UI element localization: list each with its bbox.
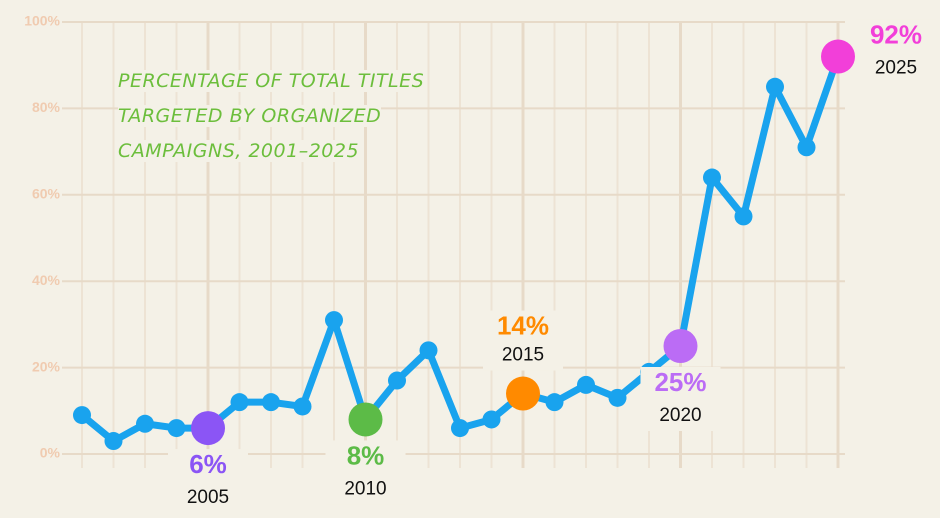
y-tick-label: 80% — [32, 99, 61, 115]
highlight-point — [348, 402, 383, 437]
x-tick-label: 2020 — [659, 405, 701, 426]
value-label: 8% — [347, 440, 385, 470]
point — [167, 419, 186, 438]
y-tick-label: 60% — [32, 186, 61, 202]
highlight-point — [663, 329, 698, 363]
value-label: 92% — [870, 19, 922, 49]
highlight-point — [506, 376, 540, 411]
point — [608, 388, 627, 407]
point — [262, 393, 280, 412]
chart-title-box: PERCENTAGE OF TOTAL TITLES TARGETED BY O… — [118, 64, 478, 169]
point — [388, 371, 406, 390]
y-tick-label: 20% — [32, 358, 61, 374]
point — [797, 138, 816, 157]
point — [577, 375, 595, 394]
point — [766, 77, 784, 96]
x-tick-label: 2025 — [875, 58, 917, 79]
point — [734, 207, 753, 226]
label-background — [325, 440, 406, 505]
x-tick-label: 2015 — [502, 345, 544, 366]
point — [136, 414, 154, 433]
label-background — [856, 19, 936, 84]
label-background — [483, 310, 563, 371]
point — [419, 341, 438, 360]
value-label: 6% — [189, 449, 227, 479]
label-background — [640, 367, 721, 431]
y-tick-label: 40% — [32, 272, 61, 288]
value-label: 14% — [497, 310, 549, 340]
value-label: 25% — [654, 367, 706, 397]
point — [703, 168, 721, 187]
y-tick-label: 0% — [40, 445, 61, 461]
highlight-point — [821, 39, 855, 74]
highlight-point — [191, 411, 225, 446]
point — [73, 406, 91, 425]
x-tick-label: 2010 — [344, 478, 386, 499]
point — [451, 419, 469, 438]
x-tick-label: 2005 — [187, 487, 229, 508]
point — [293, 397, 312, 416]
point — [104, 432, 123, 451]
y-tick-label: 100% — [24, 13, 60, 29]
label-background — [168, 449, 248, 514]
point — [545, 393, 564, 412]
point — [230, 393, 249, 412]
chart-title: PERCENTAGE OF TOTAL TITLES TARGETED BY O… — [118, 70, 425, 162]
point — [325, 311, 343, 330]
point — [482, 410, 501, 429]
